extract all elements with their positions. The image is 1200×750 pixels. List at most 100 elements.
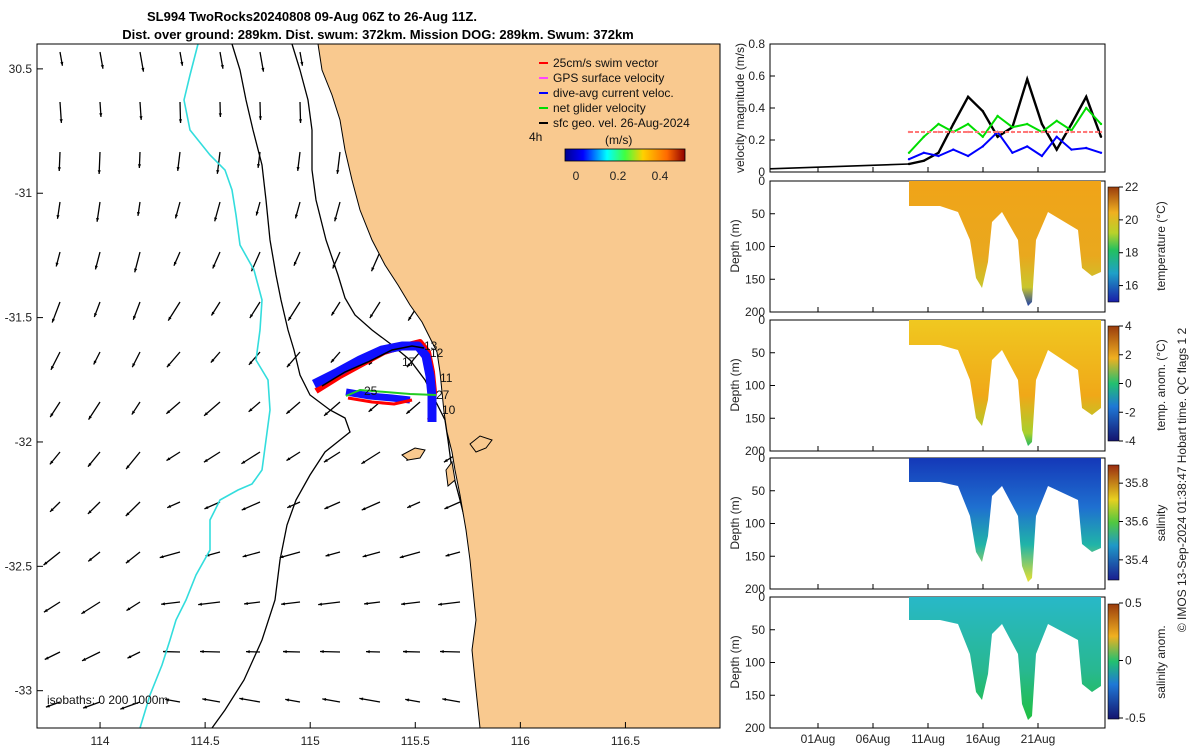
current-arrow-head (120, 706, 125, 710)
current-arrow-head (241, 460, 246, 464)
current-arrow-head (283, 650, 287, 654)
track-label: 13 (424, 339, 438, 353)
colorbar-tick-label: 4 (1125, 319, 1132, 333)
salinity-colorbar-label: salinity (1154, 505, 1168, 542)
current-arrow-head (97, 170, 101, 174)
temp-anomaly-panel: 0 50 100 150 200 -4 -2 0 2 4 Depth (m) temp. anom… (728, 313, 1168, 458)
map-axes: 114 114.5 115 115.5 116 116.5 30.5 -31 -31.5 -32 -… (5, 62, 641, 748)
coast-peninsula (469, 435, 493, 453)
track-label: 10 (442, 403, 456, 417)
credit-text: © IMOS 13-Sep-2024 01:38:47 Hobart time.… (1175, 328, 1189, 633)
current-arrow-head (52, 318, 55, 323)
current-arrow-head (203, 458, 208, 463)
velocity-ylabel: velocity magnitude (m/s) (733, 43, 747, 173)
map-xtick-label: 115 (301, 734, 320, 748)
current-arrow-head (239, 697, 244, 701)
current-arrow-head (440, 650, 444, 654)
current-arrow-head (248, 408, 253, 412)
current-arrow-head (127, 655, 132, 659)
vel-ytick-label: 0.6 (748, 69, 765, 83)
current-arrow-head (331, 311, 335, 316)
depth-tick-label: 100 (745, 517, 765, 531)
current-arrow-head (59, 119, 63, 123)
colorbar-tick-label: 0 (1125, 654, 1132, 668)
current-arrow-head (176, 167, 180, 171)
salinity-depth-label: Depth (m) (728, 496, 742, 549)
current-arrow-head (139, 116, 143, 120)
map-xtick-label: 114 (90, 734, 109, 748)
velocity-series-line (908, 106, 1102, 154)
current-arrow-head (258, 116, 262, 120)
depth-tick-label: 150 (745, 411, 765, 425)
colorbar-tick: 0 (573, 169, 580, 183)
depth-tick-label: 0 (758, 174, 765, 188)
time-tick-label: 11Aug (911, 732, 945, 746)
current-arrow-head (55, 262, 59, 267)
salinity-anomaly-depth-label: Depth (m) (728, 635, 742, 688)
temp-anomaly-depth-label: Depth (m) (728, 358, 742, 411)
current-arrow-head (216, 169, 220, 174)
vel-ytick-label: 0 (758, 165, 765, 179)
salinity-colorbar (1107, 464, 1120, 581)
current-arrow-head (204, 412, 208, 416)
current-arrow-head (94, 265, 98, 270)
legend-entry: net glider velocity (553, 101, 646, 115)
temperature-colorbar-label: temperature (°C) (1154, 201, 1168, 291)
current-arrow-head (334, 217, 338, 222)
depth-tick-label: 0 (758, 313, 765, 327)
current-arrow-head (362, 554, 367, 558)
legend-entry: sfc geo. vel. 26-Aug-2024 (553, 116, 690, 130)
current-arrow-head (318, 602, 323, 606)
depth-tick-label: 50 (752, 623, 766, 637)
current-arrow-head (57, 167, 61, 171)
colorbar-gradient (564, 148, 686, 162)
track-labels: 13 12 17 11 27 10 25 (364, 339, 456, 417)
legend-entry: 25cm/s swim vector (553, 56, 658, 70)
current-arrow-head (161, 602, 165, 606)
current-arrow-head (44, 656, 49, 660)
current-arrow-head (87, 462, 92, 467)
current-arrow-head (133, 315, 137, 320)
current-arrow-head (281, 602, 285, 606)
current-arrow-head (320, 650, 324, 654)
track-green (345, 388, 437, 397)
track-label: 25 (364, 384, 378, 398)
current-arrow-head (241, 507, 246, 511)
current-arrow-head (364, 601, 368, 606)
depth-tick-label: 50 (752, 484, 766, 498)
colorbar-tick: 0.4 (652, 169, 669, 183)
current-arrow-head (220, 64, 224, 69)
current-arrow-head (403, 650, 407, 654)
legend-entry: dive-avg current veloc. (553, 86, 674, 100)
track-blue (311, 341, 437, 422)
map-legend: 25cm/s swim vector GPS surface velocity … (529, 56, 690, 147)
current-arrow-head (300, 61, 304, 66)
current-arrow-head (406, 363, 411, 368)
current-arrow-head (167, 504, 172, 508)
current-arrow-head (359, 697, 364, 701)
colorbar-tick-label: -2 (1125, 405, 1136, 419)
current-arrow-head (214, 217, 218, 222)
current-arrow-head (371, 267, 375, 272)
colorbar-tick-label: -0.5 (1125, 711, 1146, 725)
current-arrow-head (323, 458, 328, 463)
isobath-label: isobaths: 0 200 1000m (47, 693, 168, 707)
depth-tick-label: 100 (745, 240, 765, 254)
current-arrow-head (248, 361, 253, 365)
current-arrow-head (369, 314, 374, 319)
current-arrow-head (178, 119, 183, 123)
current-arrow-head (125, 512, 130, 517)
colorbar-label: (m/s) (605, 133, 632, 147)
current-arrow-head (298, 119, 303, 123)
temperature-depth-label: Depth (m) (728, 219, 742, 272)
current-arrow-head (174, 214, 178, 219)
current-arrow-head (324, 412, 328, 416)
current-arrow-head (83, 705, 88, 709)
current-arrow-head (246, 650, 250, 654)
depth-tick-label: 0 (758, 451, 765, 465)
colorbar-tick: 0.2 (610, 169, 627, 183)
velocity-axes: 0 0.2 0.4 0.6 0.8 (748, 37, 775, 179)
current-arrow-head (93, 360, 97, 365)
isobath-1000m (211, 43, 351, 729)
